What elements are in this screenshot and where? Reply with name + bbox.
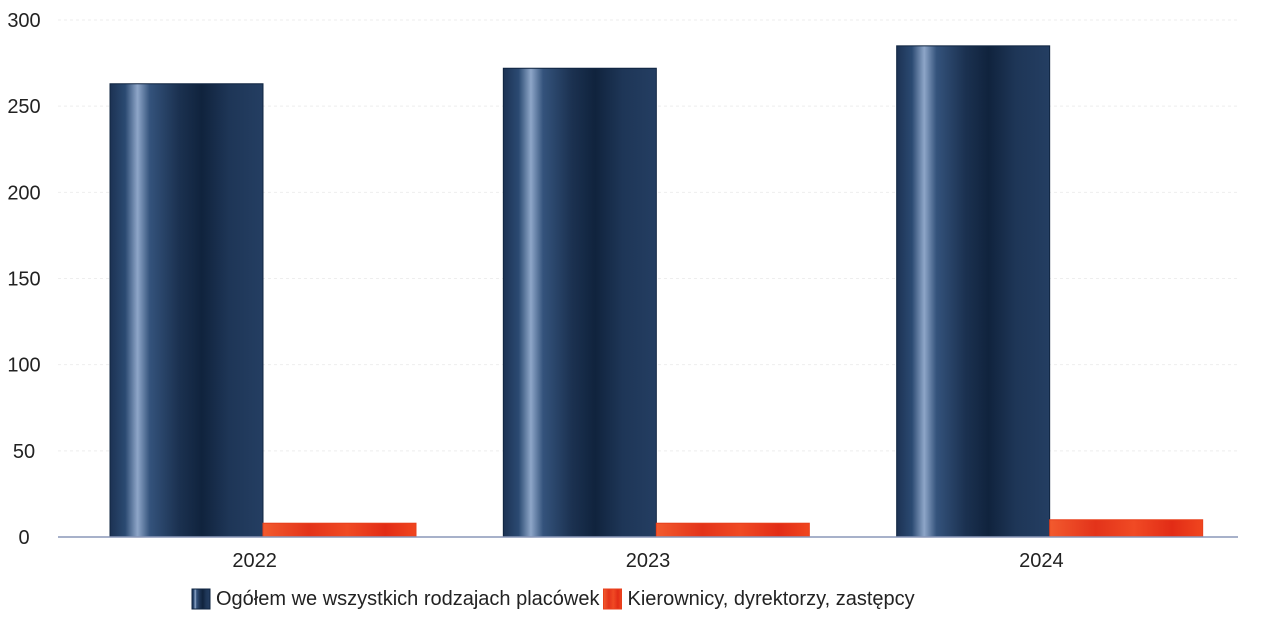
bar-kierownicy-2022 [262, 522, 417, 538]
bar-kierownicy-2024 [1049, 519, 1204, 538]
x-axis: 2022 2023 2024 [232, 550, 1063, 572]
y-axis: 0 50 100 150 200 250 300 [7, 10, 40, 549]
legend-swatch-1 [191, 588, 211, 610]
y-tick-label: 150 [7, 269, 40, 291]
y-tick-label: 250 [7, 96, 40, 118]
y-tick-label: 200 [7, 182, 40, 204]
bars [109, 45, 1204, 538]
bar-ogolem-2023 [502, 67, 657, 538]
bar-ogolem-2024 [896, 45, 1051, 538]
bar-ogolem-2022 [109, 83, 264, 538]
legend: Ogółem we wszystkich rodzajach placówek K… [191, 588, 915, 610]
y-tick-label: 0 [18, 527, 29, 549]
y-tick-label: 50 [13, 441, 35, 463]
legend-swatch-2 [603, 588, 622, 610]
x-tick-label: 2022 [232, 550, 277, 572]
x-tick-label: 2024 [1019, 550, 1064, 572]
y-tick-label: 100 [7, 355, 40, 377]
bar-kierownicy-2023 [655, 522, 810, 538]
x-tick-label: 2023 [626, 550, 671, 572]
legend-label-1: Ogółem we wszystkich rodzajach placówek [216, 588, 600, 610]
legend-label-2: Kierownicy, dyrektorzy, zastępcy [628, 588, 915, 610]
y-tick-label: 300 [7, 10, 40, 32]
